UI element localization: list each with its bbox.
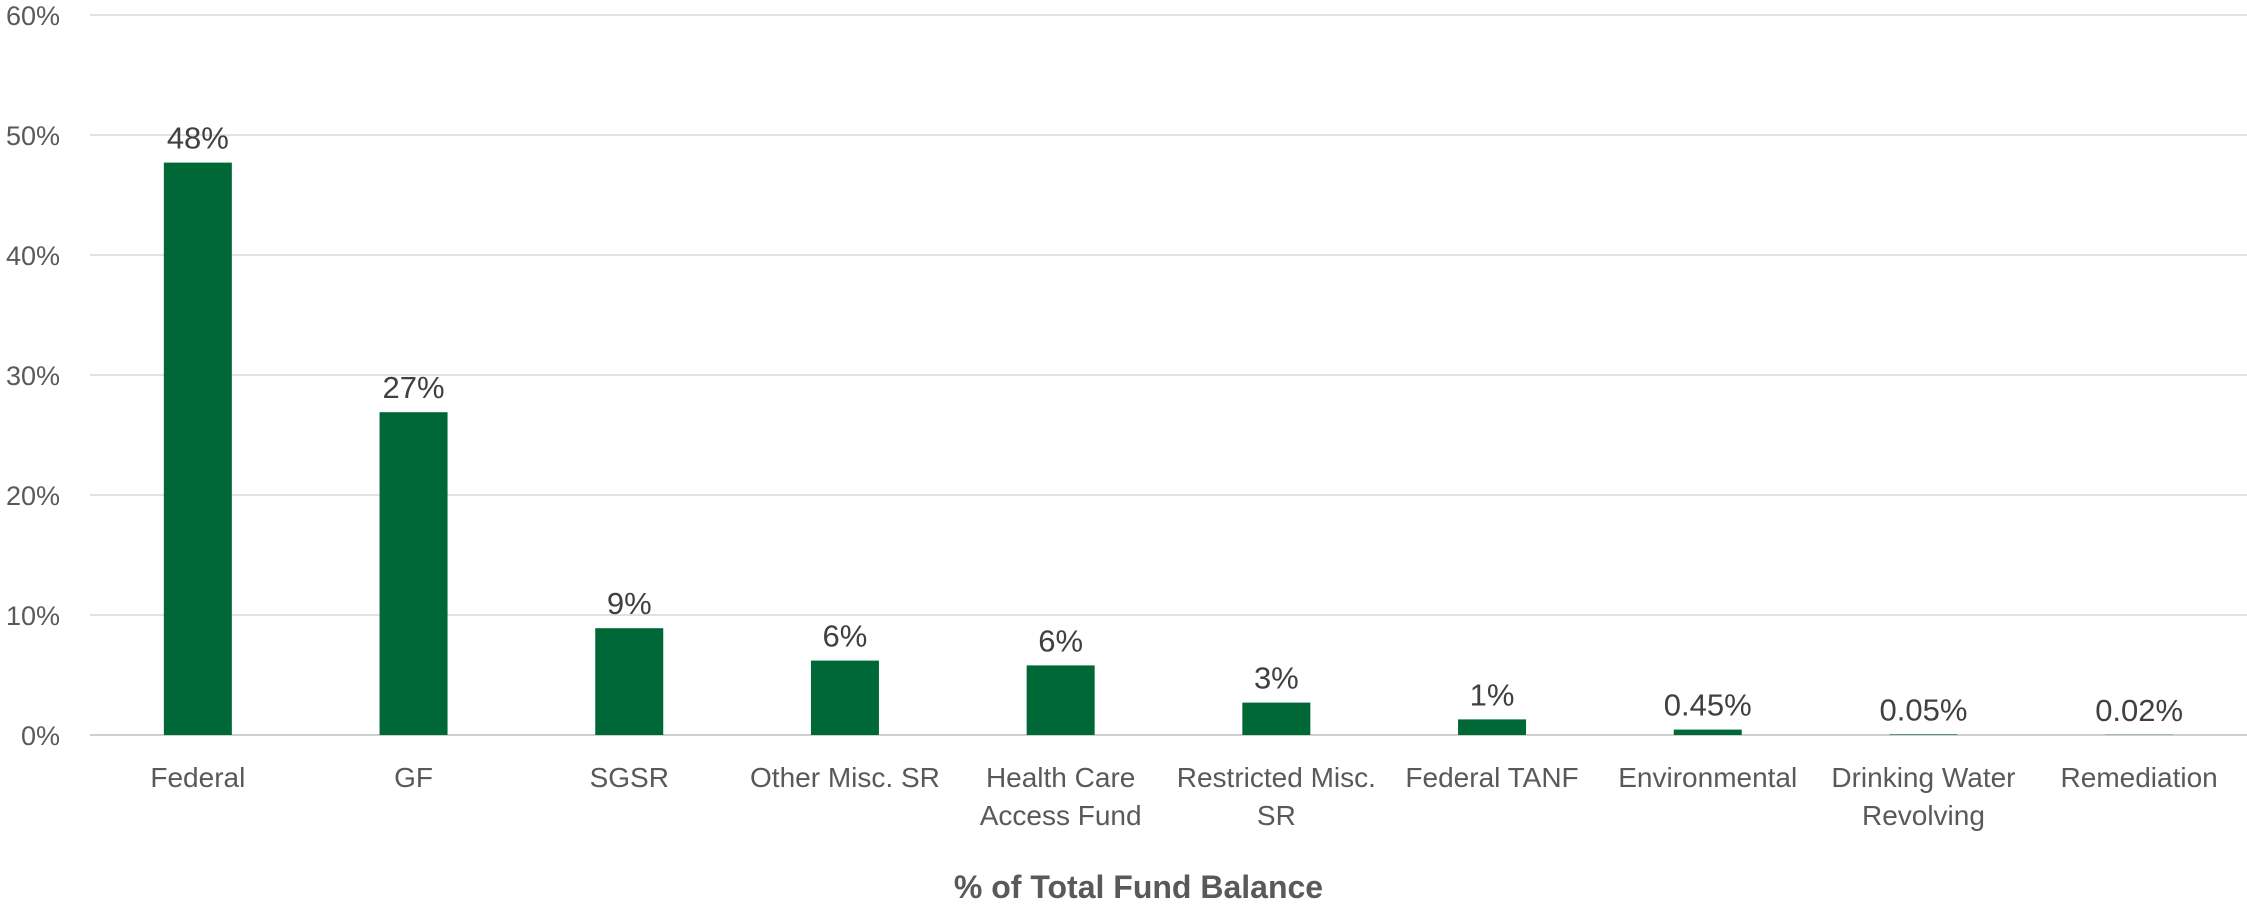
category-label: Health Care Access Fund xyxy=(980,762,1142,831)
bar xyxy=(1889,734,1958,735)
bar xyxy=(1242,702,1311,735)
data-label: 0.02% xyxy=(2095,693,2183,728)
data-label: 0.45% xyxy=(1664,688,1752,723)
category-label: Federal xyxy=(150,762,245,793)
bar xyxy=(810,660,879,735)
data-label: 6% xyxy=(1038,623,1083,658)
data-label: 48% xyxy=(167,121,229,156)
category-label: Federal TANF xyxy=(1405,762,1578,793)
bar xyxy=(1458,719,1527,735)
category-label: SGSR xyxy=(590,762,669,793)
bar xyxy=(1026,665,1095,735)
category-label: Environmental xyxy=(1618,762,1797,793)
category-labels: Federal GF SGSR Other Misc. SR Health Care Ac… xyxy=(150,762,2217,831)
category-label: Restricted Misc. SR xyxy=(1177,762,1376,831)
gridlines xyxy=(90,14,2247,736)
data-label: 1% xyxy=(1470,677,1515,712)
bar xyxy=(1673,729,1742,735)
y-tick-label: 20% xyxy=(6,481,60,511)
data-label: 6% xyxy=(823,619,868,654)
category-label: Remediation xyxy=(2061,762,2218,793)
bar xyxy=(379,412,448,735)
bar xyxy=(595,628,664,735)
y-tick-label: 50% xyxy=(6,121,60,151)
y-tick-label: 40% xyxy=(6,241,60,271)
y-tick-label: 30% xyxy=(6,361,60,391)
bar xyxy=(163,162,232,736)
category-label: GF xyxy=(394,762,433,793)
x-axis-title: % of Total Fund Balance xyxy=(954,869,1323,904)
y-tick-label: 0% xyxy=(21,721,60,751)
data-labels: 48% 27% 9% 6% 6% 3% 1% 0.45% 0.05% 0.02% xyxy=(167,121,2183,728)
data-label: 3% xyxy=(1254,661,1299,696)
category-label: Drinking Water Revolving xyxy=(1831,762,2015,831)
y-tick-label: 10% xyxy=(6,601,60,631)
category-label: Other Misc. SR xyxy=(750,762,940,793)
data-label: 27% xyxy=(383,370,445,405)
data-label: 0.05% xyxy=(1879,692,1967,727)
data-label: 9% xyxy=(607,586,652,621)
y-tick-label: 60% xyxy=(6,1,60,31)
bars xyxy=(163,162,2174,736)
y-axis-ticks: 0% 10% 20% 30% 40% 50% 60% xyxy=(6,1,60,751)
